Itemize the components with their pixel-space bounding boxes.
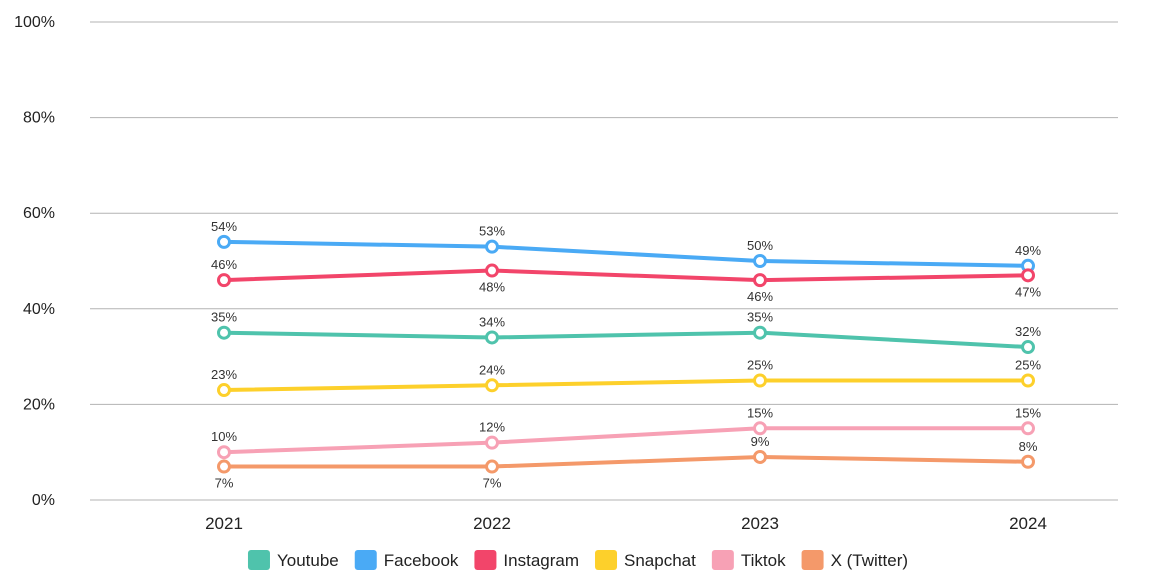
data-label-x-twitter: 9% [751, 434, 770, 449]
legend-item-youtube[interactable]: Youtube [247, 550, 339, 570]
data-label-tiktok: 15% [747, 405, 773, 420]
y-tick-label: 20% [23, 396, 55, 413]
gridlines [90, 21, 1118, 501]
series-lines [217, 234, 1035, 474]
data-point-tiktok [753, 421, 767, 436]
data-point-snapchat [485, 378, 499, 393]
data-label-instagram: 48% [479, 280, 505, 295]
y-tick-label: 80% [23, 110, 55, 127]
legend-label: Youtube [277, 551, 339, 570]
data-label-youtube: 34% [479, 314, 505, 329]
data-label-youtube: 35% [211, 310, 237, 325]
data-point-snapchat [217, 383, 231, 398]
data-point-tiktok [217, 445, 231, 460]
series-line-instagram [222, 268, 1030, 283]
legend-swatch [595, 550, 618, 570]
data-label-facebook: 50% [747, 238, 773, 253]
legend-item-facebook[interactable]: Facebook [354, 550, 459, 570]
data-label-snapchat: 25% [1015, 358, 1041, 373]
series-line-tiktok [222, 426, 1030, 455]
data-point-x-twitter [753, 449, 767, 464]
legend-swatch [711, 550, 734, 570]
data-label-instagram: 47% [1015, 284, 1041, 299]
data-point-facebook [485, 239, 499, 254]
data-label-tiktok: 10% [211, 429, 237, 444]
legend: Youtube Facebook Instagram Snapchat Tiktok X … [247, 550, 908, 570]
data-label-snapchat: 24% [479, 362, 505, 377]
data-point-instagram [753, 273, 767, 288]
legend-item-instagram[interactable]: Instagram [474, 550, 579, 570]
data-label-x-twitter: 8% [1019, 439, 1038, 454]
data-point-instagram [485, 263, 499, 278]
data-label-snapchat: 23% [211, 367, 237, 382]
data-point-youtube [753, 325, 767, 340]
series-snapchat [217, 373, 1035, 398]
y-tick-label: 40% [23, 301, 55, 318]
x-tick-label: 2024 [1009, 514, 1047, 533]
legend-item-tiktok[interactable]: Tiktok [711, 550, 786, 570]
series-line-x-twitter [222, 454, 1030, 469]
legend-item-x-twitter[interactable]: X (Twitter) [801, 550, 908, 570]
legend-swatch [247, 550, 270, 570]
x-tick-label: 2022 [473, 514, 511, 533]
series-line-youtube [222, 330, 1030, 350]
legend-item-snapchat[interactable]: Snapchat [595, 550, 696, 570]
data-point-x-twitter [1021, 454, 1035, 469]
y-axis-ticks: 0% 20% 40% 60% 80% 100% [14, 14, 55, 509]
y-tick-label: 100% [14, 14, 55, 31]
legend-swatch [354, 550, 377, 570]
series-youtube [217, 325, 1035, 355]
data-label-facebook: 49% [1015, 243, 1041, 258]
data-point-tiktok [1021, 421, 1035, 436]
data-point-x-twitter [217, 459, 231, 474]
legend-label: Tiktok [741, 551, 786, 570]
legend-label: Facebook [384, 551, 459, 570]
data-label-instagram: 46% [747, 289, 773, 304]
series-facebook [217, 234, 1035, 273]
series-instagram [217, 263, 1035, 288]
data-label-instagram: 46% [211, 257, 237, 272]
data-point-facebook [753, 254, 767, 268]
data-point-snapchat [1021, 373, 1035, 388]
data-labels: 35% 34% 35% 32% 54% 53% 50% 49% 46% 48% 46% 47% 23% 2… [211, 219, 1041, 491]
data-label-snapchat: 25% [747, 358, 773, 373]
data-label-facebook: 53% [479, 224, 505, 239]
legend-label: Instagram [503, 551, 579, 570]
data-label-x-twitter: 7% [215, 476, 234, 491]
data-point-snapchat [753, 373, 767, 388]
data-label-tiktok: 15% [1015, 405, 1041, 420]
y-tick-label: 60% [23, 205, 55, 222]
legend-swatch [801, 550, 824, 570]
legend-swatch [474, 550, 497, 570]
data-point-youtube [217, 325, 231, 340]
x-tick-label: 2021 [205, 514, 243, 533]
series-line-facebook [222, 239, 1030, 268]
legend-label: X (Twitter) [831, 551, 908, 570]
data-label-x-twitter: 7% [483, 476, 502, 491]
series-line-snapchat [222, 378, 1030, 393]
data-point-youtube [1021, 340, 1035, 355]
data-point-tiktok [485, 435, 499, 450]
x-axis-ticks: 2021 2022 2023 2024 [205, 514, 1047, 533]
series-tiktok [217, 421, 1035, 460]
data-label-tiktok: 12% [479, 420, 505, 435]
x-tick-label: 2023 [741, 514, 779, 533]
series-x-twitter [217, 449, 1035, 474]
data-point-instagram [1021, 268, 1035, 283]
data-point-facebook [217, 234, 231, 249]
y-tick-label: 0% [32, 492, 55, 509]
data-point-youtube [485, 330, 499, 345]
data-label-facebook: 54% [211, 219, 237, 234]
data-label-youtube: 35% [747, 310, 773, 325]
data-point-x-twitter [485, 459, 499, 474]
legend-label: Snapchat [624, 551, 696, 570]
data-label-youtube: 32% [1015, 324, 1041, 339]
data-point-instagram [217, 273, 231, 288]
